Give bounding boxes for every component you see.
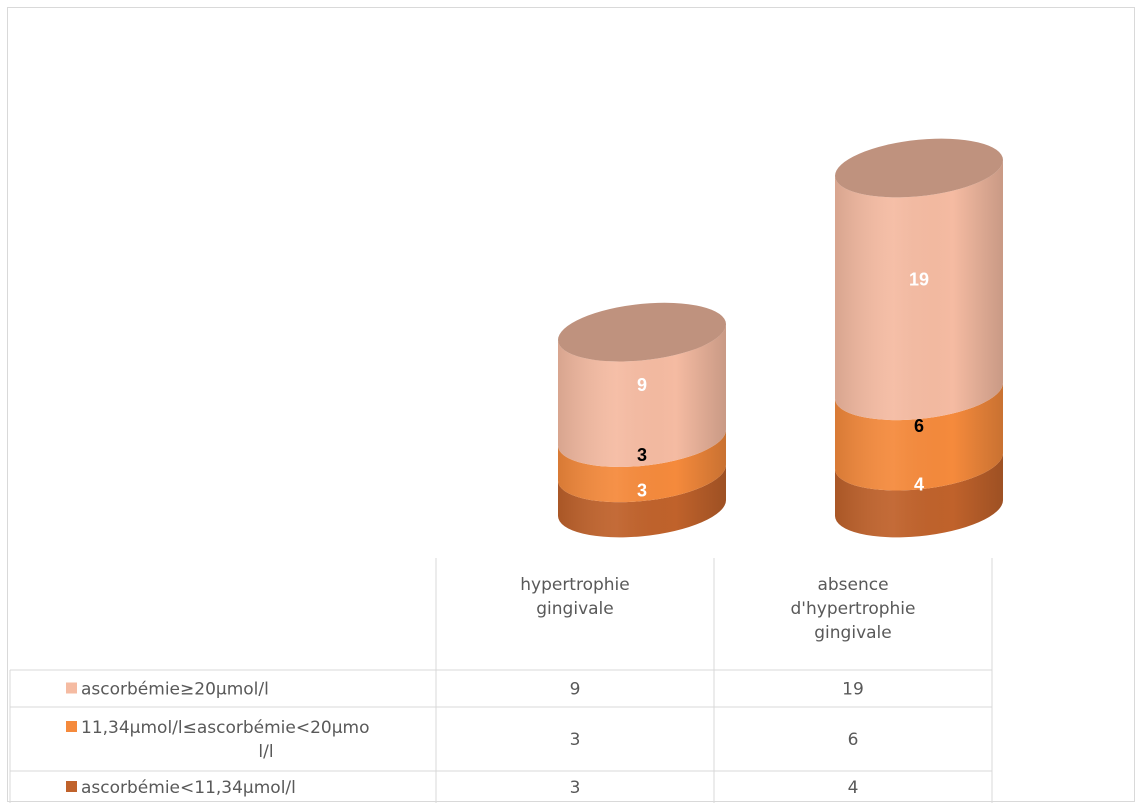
cylinder-shading-0-0 [558,464,727,538]
legend-swatch-2 [66,682,77,694]
chart-frame: 3 3 9 4 6 19 hypertrophie gingivale absence d'hy… [7,7,1135,803]
legend-swatch-0 [66,781,77,792]
cylinder-shading-0-1 [558,429,727,503]
cylinder-shading-1-2 [835,160,1004,421]
legend-label-1-line-0: 11,34µmol/l≤ascorbémie<20µmo [81,718,370,738]
legend-label-2-line-0: ascorbémie≥20µmol/l [81,680,269,700]
data-table: hypertrophie gingivale absence d'hypertroph… [9,558,993,803]
data-label-1-2: 19 [909,269,929,289]
legend-swatch-1 [66,721,77,732]
data-label-1-1: 6 [914,416,924,436]
table-cell-2-1: 19 [842,680,864,700]
cylinders-layer [557,138,1004,538]
cylinder-top-0 [557,302,727,362]
table-cell-2-0: 9 [570,680,581,700]
data-label-1-0: 4 [914,475,924,495]
labels-layer: 3 3 9 4 6 19 [637,269,929,500]
table-header-category-0-line-1: gingivale [536,599,613,619]
cylinder-shading-1-1 [835,382,1004,491]
table-header-category-0-line-0: hypertrophie [520,575,630,595]
cylinder-shading-1-0 [835,453,1004,538]
legend-label-0-line-0: ascorbémie<11,34µmol/l [81,778,296,798]
cylinder-shading-0-2 [558,324,727,467]
chart-svg: 3 3 9 4 6 19 hypertrophie gingivale absence d'hy… [9,138,1004,803]
table-header-category-1-line-0: absence [817,575,888,595]
cylinder-top-1 [834,138,1004,198]
table-cell-0-1: 4 [848,778,859,798]
data-label-0-1: 3 [637,445,647,465]
data-label-0-0: 3 [637,480,647,500]
data-label-0-2: 9 [637,375,647,395]
table-cell-1-0: 3 [570,730,581,750]
table-cell-1-1: 6 [848,730,859,750]
table-cell-0-0: 3 [570,778,581,798]
table-header-category-1-line-2: gingivale [814,623,891,643]
table-header-category-1-line-1: d'hypertrophie [791,599,916,619]
legend-label-1-line-1: l/l [258,742,273,762]
